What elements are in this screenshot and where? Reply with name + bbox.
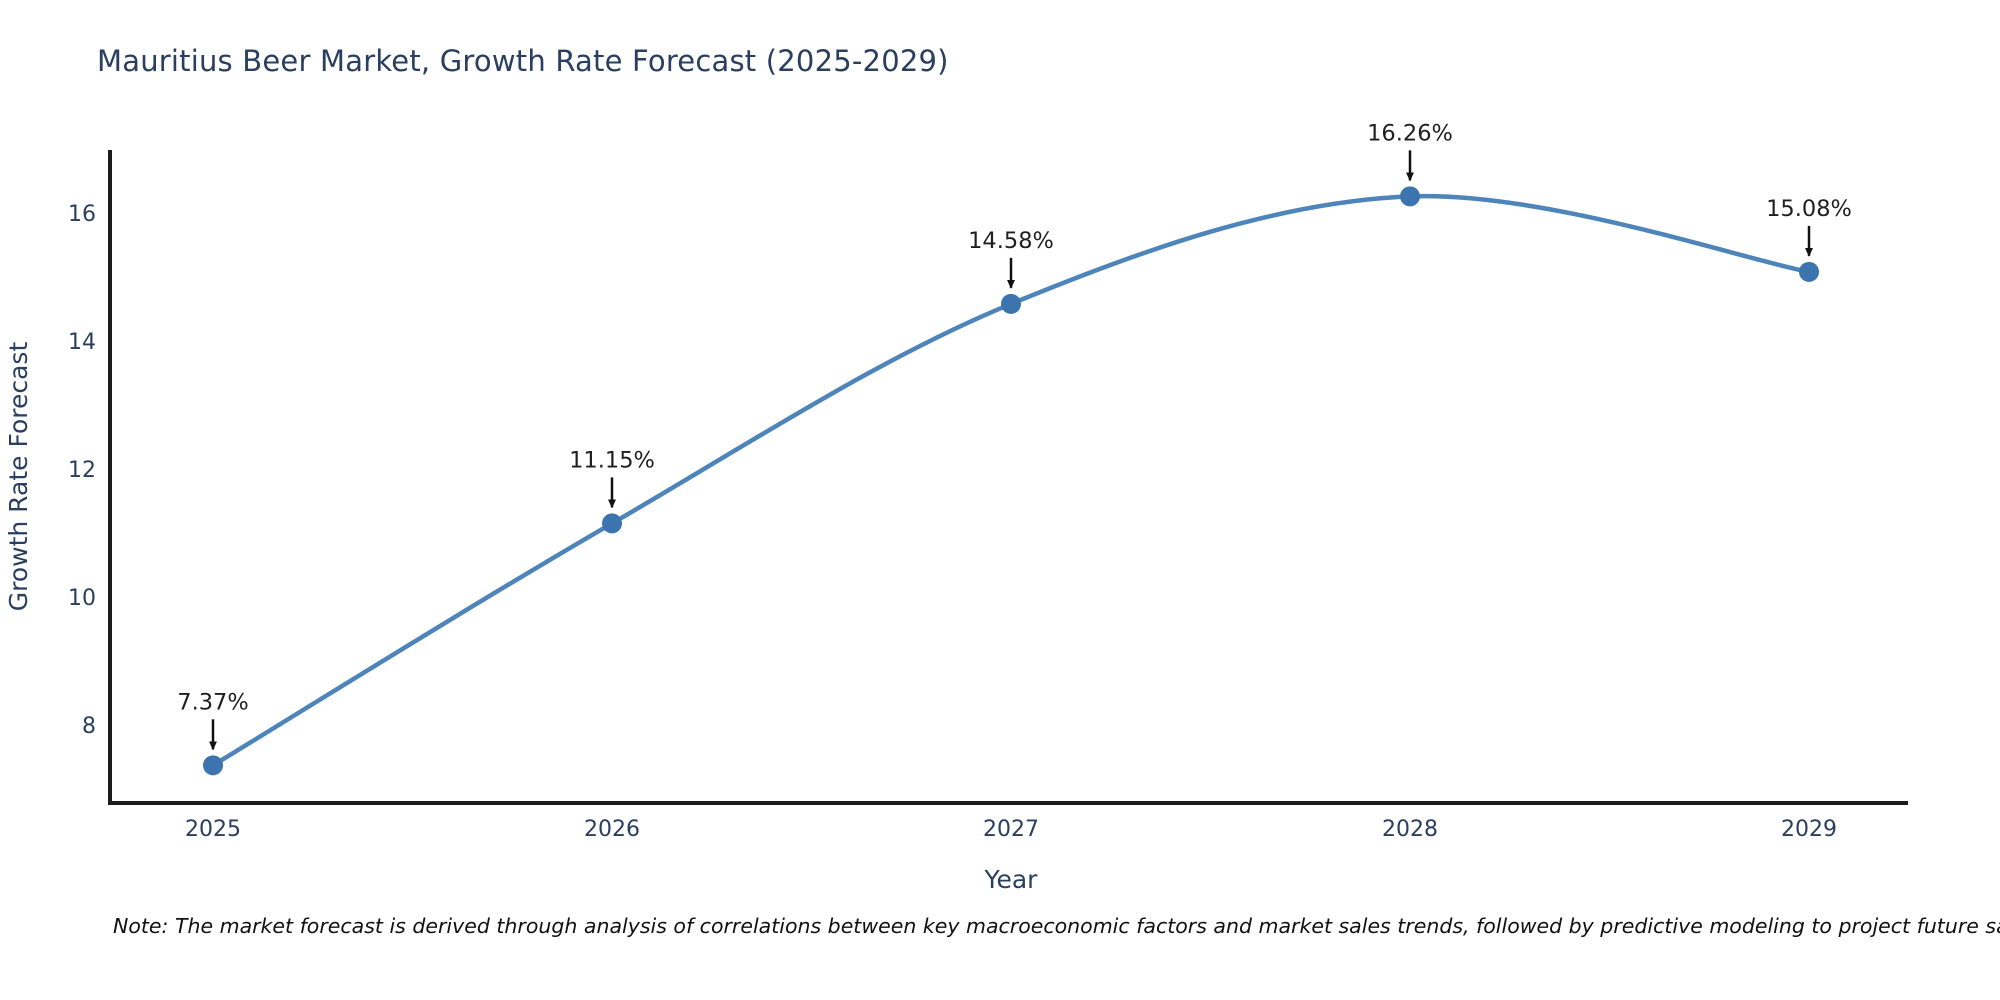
x-tick-label: 2027	[983, 817, 1039, 842]
y-tick-label: 14	[68, 330, 96, 355]
data-point-2025[interactable]	[203, 755, 223, 776]
annotation-label: 7.37%	[177, 689, 248, 715]
y-tick-label: 10	[68, 586, 96, 611]
y-axis-title: Growth Rate Forecast	[4, 342, 33, 612]
x-tick-label: 2028	[1382, 817, 1438, 842]
annotation-label: 15.08%	[1766, 196, 1852, 222]
data-point-2028[interactable]	[1400, 186, 1420, 207]
x-tick-label: 2026	[584, 817, 640, 842]
y-tick-label: 8	[82, 714, 96, 739]
y-tick-label: 16	[68, 202, 96, 227]
data-point-2027[interactable]	[1001, 293, 1021, 314]
x-tick-label: 2025	[185, 817, 241, 842]
annotation-label: 11.15%	[569, 447, 655, 473]
annotation-label: 16.26%	[1367, 120, 1453, 146]
data-point-2026[interactable]	[602, 513, 622, 534]
x-tick-label: 2029	[1781, 817, 1837, 842]
x-axis-title: Year	[984, 865, 1039, 894]
chart-title: Mauritius Beer Market, Growth Rate Forec…	[97, 44, 949, 78]
y-tick-label: 12	[68, 458, 96, 483]
data-point-2029[interactable]	[1799, 261, 1819, 282]
footnote: Note: The market forecast is derived thr…	[113, 914, 2000, 938]
annotation-label: 14.58%	[968, 228, 1054, 254]
